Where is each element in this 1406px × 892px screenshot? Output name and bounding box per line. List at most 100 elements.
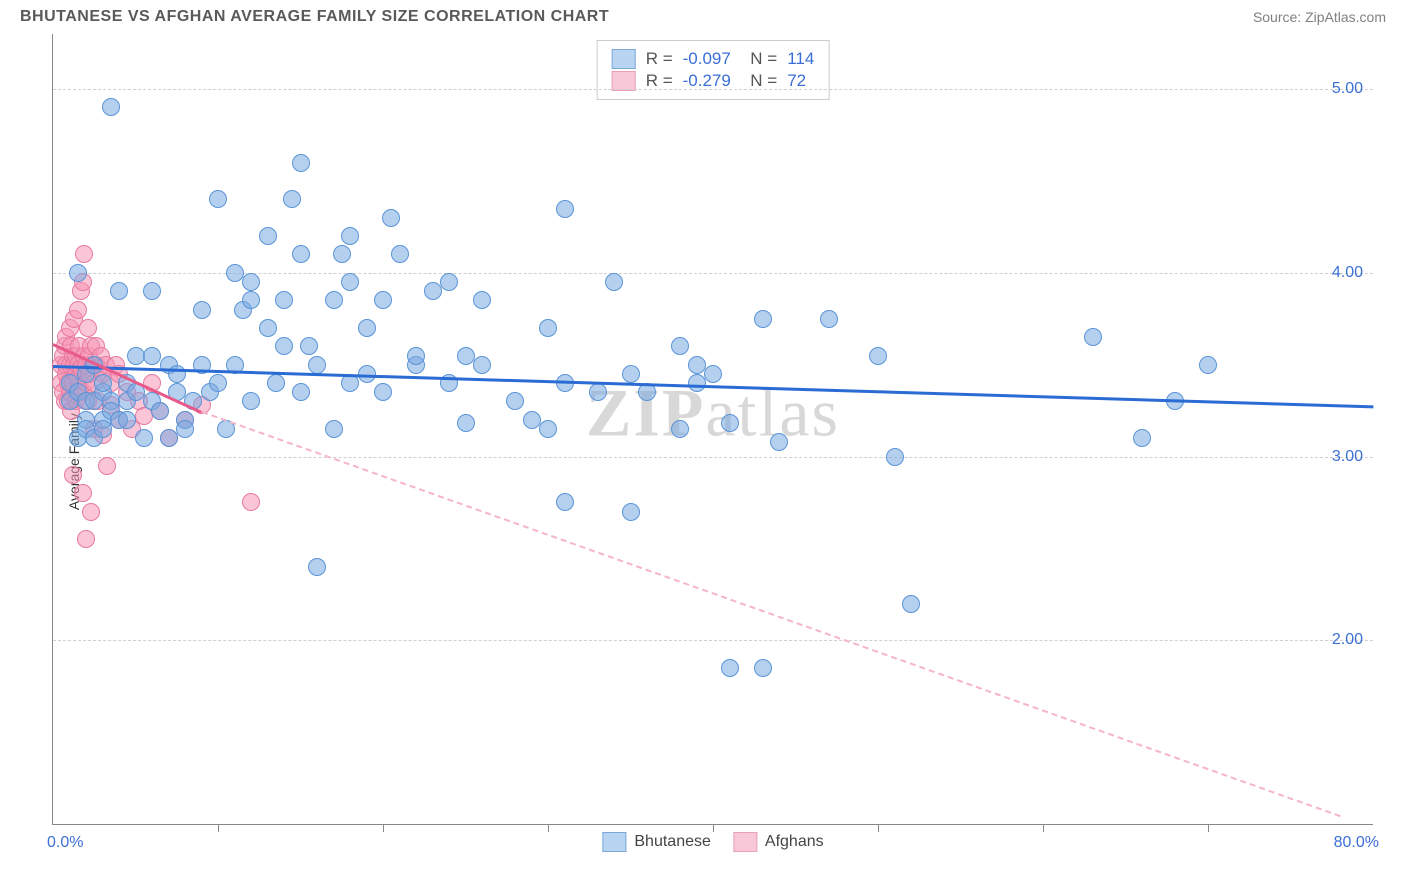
data-point (605, 273, 623, 291)
data-point (64, 466, 82, 484)
data-point (193, 301, 211, 319)
x-tick (1043, 824, 1044, 832)
data-point (143, 282, 161, 300)
data-point (82, 503, 100, 521)
data-point (75, 245, 93, 263)
data-point (622, 365, 640, 383)
data-point (457, 414, 475, 432)
x-tick (548, 824, 549, 832)
data-point (721, 659, 739, 677)
swatch-pink-icon (733, 832, 757, 852)
data-point (242, 392, 260, 410)
data-point (74, 484, 92, 502)
data-point (688, 374, 706, 392)
x-tick (1208, 824, 1209, 832)
chart-title: BHUTANESE VS AFGHAN AVERAGE FAMILY SIZE … (20, 8, 609, 26)
x-tick (878, 824, 879, 832)
data-point (325, 420, 343, 438)
data-point (275, 291, 293, 309)
data-point (440, 273, 458, 291)
data-point (325, 291, 343, 309)
data-point (539, 420, 557, 438)
data-point (300, 337, 318, 355)
data-point (102, 98, 120, 116)
correlation-legend: R = -0.097 N = 114 R = -0.279 N = 72 (597, 40, 830, 100)
data-point (424, 282, 442, 300)
data-point (292, 154, 310, 172)
data-point (118, 411, 136, 429)
data-point (374, 383, 392, 401)
data-point (622, 503, 640, 521)
data-point (333, 245, 351, 263)
legend-row-bhutanese: R = -0.097 N = 114 (612, 49, 815, 69)
data-point (820, 310, 838, 328)
data-point (242, 273, 260, 291)
legend-row-afghans: R = -0.279 N = 72 (612, 71, 815, 91)
data-point (267, 374, 285, 392)
data-point (556, 493, 574, 511)
trend-line (201, 411, 1340, 817)
data-point (341, 227, 359, 245)
data-point (292, 245, 310, 263)
data-point (283, 190, 301, 208)
data-point (94, 374, 112, 392)
data-point (292, 383, 310, 401)
data-point (539, 319, 557, 337)
data-point (209, 374, 227, 392)
data-point (143, 347, 161, 365)
data-point (110, 282, 128, 300)
data-point (721, 414, 739, 432)
data-point (589, 383, 607, 401)
data-point (259, 227, 277, 245)
data-point (902, 595, 920, 613)
data-point (754, 310, 772, 328)
legend-item-afghans: Afghans (733, 832, 824, 852)
data-point (341, 273, 359, 291)
data-point (98, 457, 116, 475)
data-point (358, 319, 376, 337)
data-point (382, 209, 400, 227)
data-point (308, 558, 326, 576)
data-point (209, 190, 227, 208)
data-point (242, 493, 260, 511)
data-point (69, 264, 87, 282)
data-point (226, 264, 244, 282)
legend-item-bhutanese: Bhutanese (602, 832, 711, 852)
x-axis-end-label: 80.0% (1334, 834, 1379, 852)
data-point (704, 365, 722, 383)
data-point (275, 337, 293, 355)
swatch-blue-icon (602, 832, 626, 852)
data-point (308, 356, 326, 374)
data-point (69, 301, 87, 319)
data-point (168, 365, 186, 383)
scatter-chart: ZIPatlas R = -0.097 N = 114 R = -0.279 N… (52, 34, 1373, 825)
data-point (259, 319, 277, 337)
data-point (135, 429, 153, 447)
data-point (79, 319, 97, 337)
data-point (556, 200, 574, 218)
source-label: Source: ZipAtlas.com (1253, 9, 1386, 25)
data-point (77, 530, 95, 548)
data-point (374, 291, 392, 309)
data-point (1084, 328, 1102, 346)
data-point (506, 392, 524, 410)
gridline (53, 640, 1373, 641)
data-point (1199, 356, 1217, 374)
data-point (473, 356, 491, 374)
data-point (869, 347, 887, 365)
gridline (53, 89, 1373, 90)
y-tick-label: 5.00 (1332, 80, 1363, 98)
y-tick-label: 3.00 (1332, 448, 1363, 466)
data-point (688, 356, 706, 374)
data-point (407, 347, 425, 365)
data-point (176, 420, 194, 438)
data-point (457, 347, 475, 365)
gridline (53, 457, 1373, 458)
data-point (671, 337, 689, 355)
data-point (242, 291, 260, 309)
data-point (886, 448, 904, 466)
y-tick-label: 2.00 (1332, 631, 1363, 649)
data-point (754, 659, 772, 677)
data-point (160, 429, 178, 447)
x-tick (218, 824, 219, 832)
